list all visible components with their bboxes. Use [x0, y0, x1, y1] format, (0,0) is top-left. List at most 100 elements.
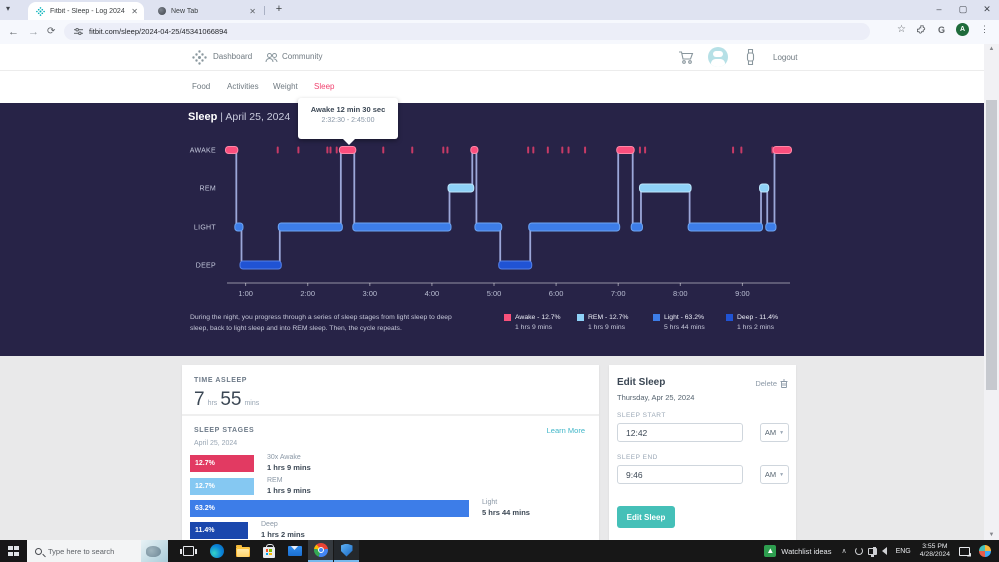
nav-community[interactable]: Community [282, 52, 323, 61]
extensions-puzzle-icon[interactable] [916, 24, 927, 35]
g-extension-icon[interactable]: G [937, 24, 945, 35]
task-view-icon [180, 546, 197, 556]
tab-divider [264, 6, 265, 15]
logout-link[interactable]: Logout [773, 53, 798, 62]
browser-menu-icon[interactable]: ⋮ [980, 24, 989, 34]
sleep-stages-label: SLEEP STAGES [194, 427, 255, 434]
taskbar-search[interactable]: Type here to search [27, 540, 168, 562]
cart-icon[interactable] [678, 50, 694, 65]
language-indicator[interactable]: ENG [895, 547, 911, 555]
tab-close-icon[interactable]: ✕ [131, 6, 138, 16]
delete-sleep-button[interactable]: Delete [755, 379, 788, 388]
page-scrollbar[interactable]: ▲ ▼ [984, 44, 999, 540]
start-button[interactable] [0, 540, 27, 562]
edge-taskbar-button[interactable] [204, 540, 229, 562]
widgets-icon[interactable] [979, 545, 991, 557]
watchlist-app-icon[interactable]: ▲ [764, 545, 777, 557]
reload-icon[interactable]: ⟳ [47, 26, 56, 37]
tray-expand-icon[interactable]: ∧ [841, 548, 847, 555]
volume-tray-icon[interactable] [872, 547, 887, 555]
window-maximize-button[interactable]: ▢ [958, 4, 968, 14]
folder-icon [235, 545, 250, 557]
legend-awake-swatch [504, 314, 511, 321]
task-view-button[interactable] [176, 540, 201, 562]
bookmark-star-icon[interactable]: ☆ [897, 24, 906, 35]
stage-name: Deep [261, 521, 278, 528]
system-tray [854, 547, 887, 557]
subnav-food[interactable]: Food [192, 82, 211, 91]
svg-text:LIGHT: LIGHT [194, 225, 217, 232]
new-tab-button[interactable]: + [275, 3, 283, 15]
stage-duration: 1 hrs 2 mins [261, 530, 305, 539]
file-explorer-button[interactable] [230, 540, 255, 562]
chart-title: Sleep | April 25, 2024 [188, 111, 291, 123]
browser-tab-newtab[interactable]: New Tab ✕ [150, 2, 262, 20]
subnav-weight[interactable]: Weight [273, 82, 298, 91]
sleep-end-ampm-select[interactable]: AM ▼ [760, 465, 789, 484]
search-icon [35, 547, 42, 555]
watchlist-label[interactable]: Watchlist ideas [781, 546, 832, 556]
browser-tabstrip: ▾ Fitbit - Sleep - Log 2024-04-25 ✕ New … [0, 0, 999, 20]
browser-profile-avatar[interactable]: A [956, 23, 969, 36]
sleep-description: During the night, you progress through a… [190, 314, 452, 332]
chart-tooltip: Awake 12 min 30 sec 2:32:30 - 2:45:00 [298, 98, 398, 145]
stage-duration: 1 hrs 9 mins [267, 486, 311, 495]
edge-icon [209, 544, 224, 558]
sleep-start-ampm-select[interactable]: AM ▼ [760, 423, 789, 442]
browser-tab-fitbit[interactable]: Fitbit - Sleep - Log 2024-04-25 ✕ [28, 2, 144, 20]
learn-more-link[interactable]: Learn More [546, 426, 585, 435]
nav-dashboard[interactable]: Dashboard [213, 52, 253, 61]
stage-bar-light[interactable]: 63.2% [190, 500, 469, 517]
stage-bar-deep[interactable]: 11.4% [190, 522, 248, 539]
scroll-down-icon[interactable]: ▼ [988, 532, 995, 538]
clock-date: 4/28/2024 [919, 551, 950, 558]
scrollbar-thumb[interactable] [986, 100, 997, 390]
subnav-sleep[interactable]: Sleep [314, 82, 335, 91]
sleep-end-input[interactable] [617, 465, 743, 484]
tab-title: Fitbit - Sleep - Log 2024-04-25 [50, 7, 126, 15]
tracker-device-icon[interactable] [745, 48, 756, 66]
back-icon[interactable]: ← [8, 26, 19, 38]
stage-bar-awake[interactable]: 12.7% [190, 455, 254, 472]
network-tray-icon[interactable] [867, 547, 877, 557]
stage-name: 30x Awake [267, 454, 301, 461]
sleep-start-input[interactable] [617, 423, 743, 442]
svg-text:5:00: 5:00 [487, 289, 502, 298]
svg-text:9:00: 9:00 [735, 289, 750, 298]
chevron-down-icon: ▼ [779, 471, 785, 478]
newtab-favicon-icon [158, 7, 166, 15]
site-info-icon[interactable] [74, 27, 83, 36]
stage-name: REM [267, 477, 283, 484]
svg-text:4:00: 4:00 [425, 289, 440, 298]
scroll-up-icon[interactable]: ▲ [988, 46, 995, 52]
sync-tray-icon[interactable] [854, 547, 863, 555]
address-bar[interactable]: fitbit.com/sleep/2024-04-25/45341066894 [64, 23, 870, 40]
notification-center-icon[interactable] [959, 546, 970, 556]
subnav-activities[interactable]: Activities [227, 82, 259, 91]
shield-app-button[interactable] [334, 540, 359, 562]
stage-duration: 1 hrs 9 mins [267, 463, 311, 472]
tab-title: New Tab [171, 7, 199, 15]
chrome-taskbar-button[interactable] [308, 540, 333, 562]
sleep-hypnogram-chart[interactable]: AWAKE REM LIGHT DEEP 1:00 2:00 3:00 4:00 5:00 6:0… [0, 103, 984, 356]
community-icon[interactable] [265, 52, 278, 63]
svg-text:AWAKE: AWAKE [190, 148, 216, 155]
forward-icon[interactable]: → [28, 26, 39, 38]
search-placeholder: Type here to search [48, 546, 115, 556]
tab-close-icon[interactable]: ✕ [249, 6, 256, 16]
taskbar-clock[interactable]: 3:55 PM 4/28/2024 [920, 543, 950, 559]
mail-button[interactable] [282, 540, 307, 562]
tab-search-chevron-icon[interactable]: ▾ [6, 4, 11, 13]
edit-sleep-submit-button[interactable]: Edit Sleep [617, 506, 675, 528]
user-avatar[interactable] [708, 47, 728, 67]
svg-text:7:00: 7:00 [611, 289, 626, 298]
fitbit-logo-icon[interactable] [192, 50, 207, 65]
stage-duration: 5 hrs 44 mins [482, 508, 530, 517]
legend-light-swatch [653, 314, 660, 321]
card-divider [182, 414, 599, 416]
window-minimize-button[interactable]: – [936, 4, 942, 14]
window-close-button[interactable]: ✕ [983, 4, 991, 14]
store-button[interactable] [256, 540, 281, 562]
search-daily-image[interactable] [141, 540, 168, 562]
stage-bar-rem[interactable]: 12.7% [190, 478, 254, 495]
